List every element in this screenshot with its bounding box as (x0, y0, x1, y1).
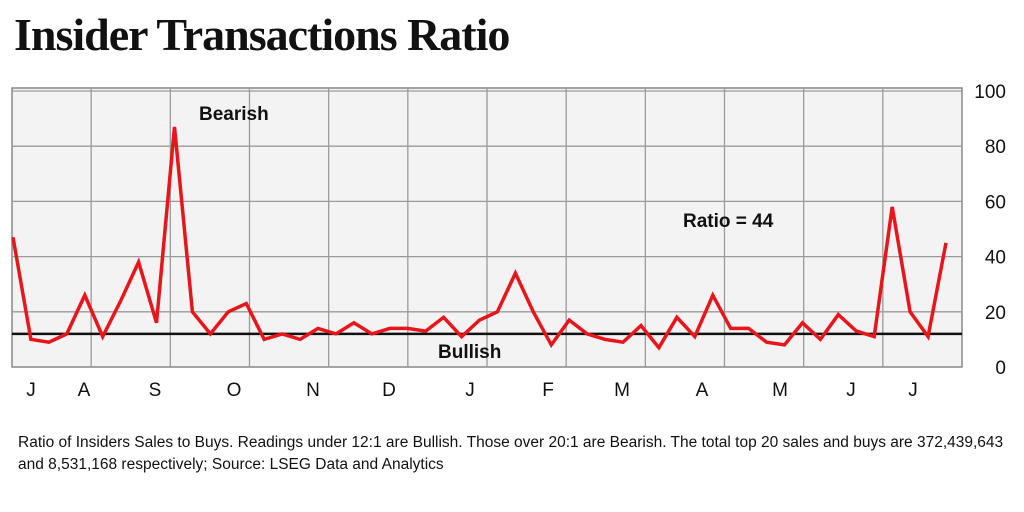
y-axis-ticks: 100 80 60 40 20 0 (974, 82, 1006, 379)
x-tick-label: A (78, 380, 91, 401)
x-tick-label: J (465, 380, 475, 401)
x-tick-label: M (772, 380, 788, 401)
bullish-label: Bullish (438, 342, 501, 363)
y-tick-label: 80 (985, 137, 1006, 158)
y-tick-label: 0 (995, 358, 1006, 379)
x-tick-label: J (26, 380, 36, 401)
line-chart: 100 80 60 40 20 0 J A S O N D J F M A M J J Bearish Bulli… (11, 82, 1006, 401)
grid-lines (12, 88, 962, 367)
y-tick-label: 60 (985, 192, 1006, 213)
x-tick-label: S (149, 380, 162, 401)
x-tick-label: A (696, 380, 709, 401)
x-tick-label: J (846, 380, 856, 401)
bearish-label: Bearish (199, 104, 269, 125)
x-tick-label: J (908, 380, 918, 401)
y-tick-label: 20 (985, 303, 1006, 324)
chart-title: Insider Transactions Ratio (14, 9, 510, 60)
x-tick-label: D (382, 380, 396, 401)
y-tick-label: 40 (985, 248, 1006, 269)
x-tick-label: O (227, 380, 242, 401)
x-tick-label: M (614, 380, 630, 401)
series-line (11, 126, 948, 351)
x-tick-label: N (306, 380, 320, 401)
y-tick-label: 100 (974, 82, 1006, 103)
ratio-label: Ratio = 44 (683, 211, 774, 232)
x-tick-label: F (542, 380, 554, 401)
footnote: Ratio of Insiders Sales to Buys. Reading… (18, 434, 1004, 473)
